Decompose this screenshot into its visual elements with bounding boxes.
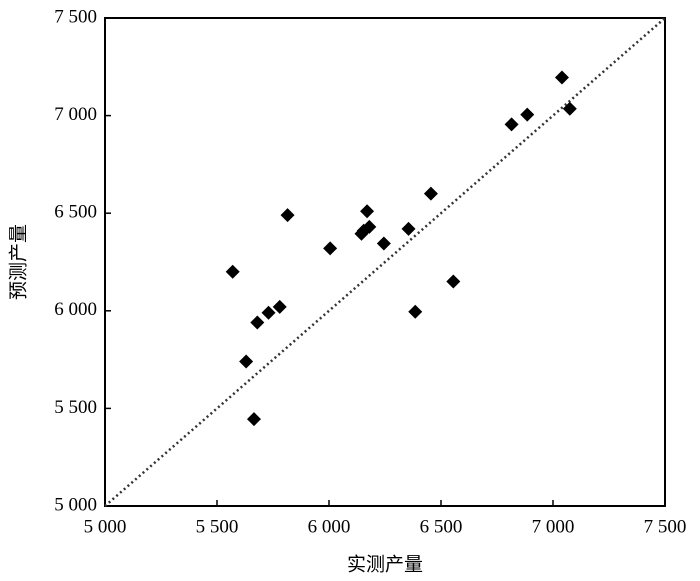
point [225,264,240,279]
y-tick-label: 5 000 [54,494,97,515]
point [446,274,461,289]
y-tick-label: 7 000 [54,104,97,125]
y-tick-label: 6 000 [54,299,97,320]
x-tick-label: 7 000 [532,516,575,537]
point [562,101,577,116]
reference-line [104,17,666,507]
point [554,70,569,85]
point [408,304,423,319]
point [239,354,254,369]
point [261,305,276,320]
point [423,186,438,201]
y-tick-label: 5 500 [54,397,97,418]
x-tick-label: 6 500 [420,516,463,537]
point [520,107,535,122]
x-tick-label: 6 000 [308,516,351,537]
plot-frame [104,17,666,507]
x-axis-label: 实测产量 [347,553,423,575]
point [323,241,338,256]
y-tick-label: 6 500 [54,202,97,223]
y-tick-label: 7 500 [54,6,97,27]
point [280,208,295,223]
point [272,299,287,314]
y-axis-label: 预测产量 [7,224,29,300]
x-tick-label: 7 500 [644,516,687,537]
point [504,117,519,132]
point [376,236,391,251]
point [246,412,261,427]
x-tick-label: 5 000 [84,516,127,537]
point [250,315,265,330]
x-tick-label: 5 500 [196,516,239,537]
point [354,226,369,241]
point [360,204,375,219]
point [401,221,416,236]
point [362,219,377,234]
